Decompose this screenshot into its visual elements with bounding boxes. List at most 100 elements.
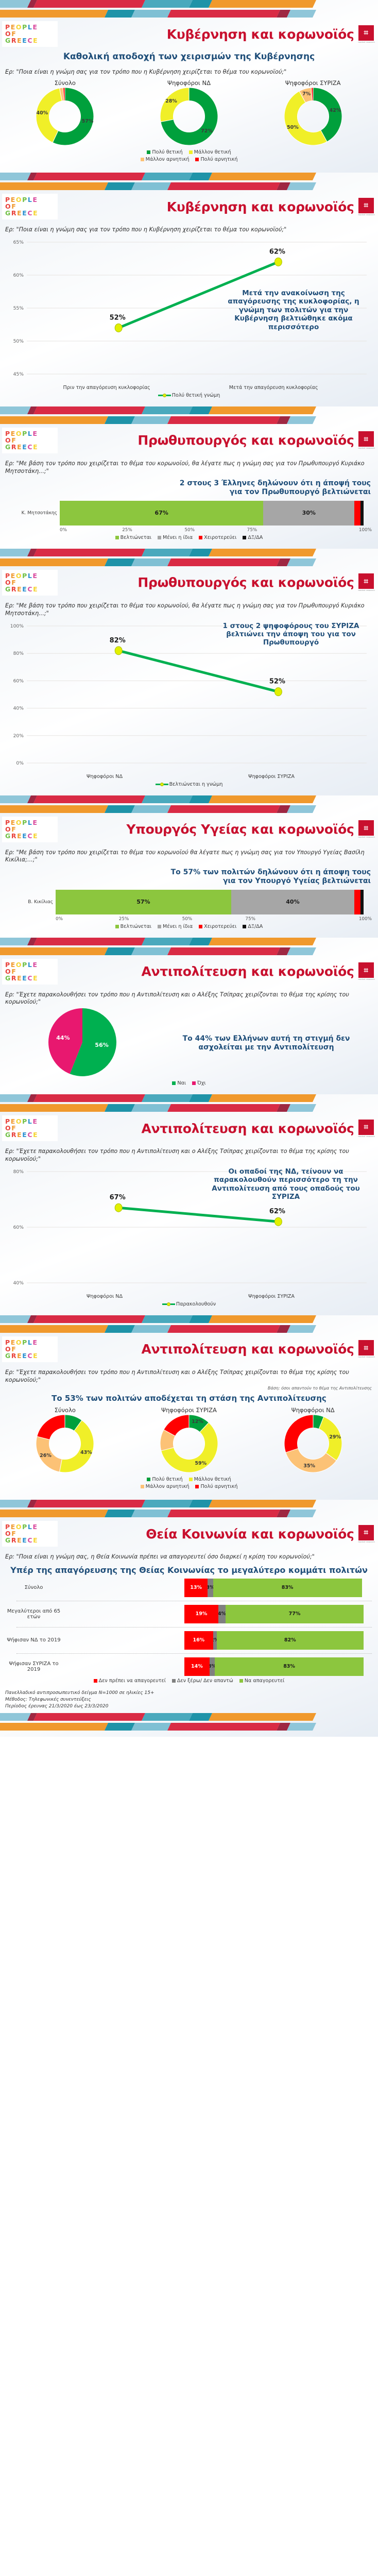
survey-question: Ερ: "Έχετε παρακολουθήσει τον τρόπο που … — [5, 1148, 349, 1163]
bar-leading-space — [66, 1605, 184, 1623]
bar-segment: 40% — [231, 889, 355, 914]
legend-swatch-icon — [140, 1485, 144, 1489]
x-axis-tick-1: 25% — [122, 527, 132, 533]
x-axis-tick-1: Ψηφοφόροι ΣΥΡΙΖΑ — [248, 1293, 295, 1299]
x-axis-tick-2: 50% — [182, 916, 193, 922]
legend-marker-icon — [166, 1302, 170, 1306]
legend-line-icon — [170, 1303, 175, 1305]
row-divider — [16, 1653, 372, 1654]
decorative-ribbons — [0, 406, 378, 425]
base-note: Βάση: όσοι απαντούν το θέμα της Αντιπολί… — [267, 1386, 372, 1391]
donut-cell-1: Ψηφοφόροι ΝΔ 72% 28% — [128, 79, 250, 147]
brand-square-icon: ⌗ — [358, 1340, 374, 1356]
bar-segment — [360, 889, 364, 914]
legend-item-0: Βελτιώνεται — [115, 924, 151, 929]
brand-square-icon: ⌗ — [358, 820, 374, 836]
logo-line-0: PEOPLE — [5, 1338, 38, 1346]
logo-line-2: GREECE — [5, 1131, 39, 1139]
legend-item-3: Πολύ αρνητική — [195, 157, 237, 162]
bar-value-label: 82% — [284, 1637, 296, 1643]
market-research-brandmark: ⌗ market research — [358, 1119, 375, 1138]
pie-slice-label: 44% — [56, 1035, 70, 1042]
market-research-brandmark: ⌗ market research — [358, 820, 375, 838]
legend-item-series: Πολύ θετική γνώμη — [158, 393, 220, 398]
legend-item-0: Ναι — [172, 1080, 186, 1086]
brandmark-caption: market research — [358, 1135, 375, 1138]
brand-glyph-icon: ⌗ — [364, 200, 368, 210]
bar-value-label: 13% — [190, 1585, 202, 1591]
survey-question: Ερ: "Έχετε παρακολουθήσει τον τρόπο που … — [5, 991, 349, 1006]
bar-segment: 16% — [184, 1631, 213, 1650]
svg-text:52%: 52% — [269, 677, 285, 685]
x-axis-tick-1: Μετά την απαγόρευση κυκλοφορίας — [229, 384, 318, 391]
logo-line-0: PEOPLE — [5, 1117, 38, 1126]
svg-text:60%: 60% — [13, 273, 24, 278]
bar-leading-space — [66, 1657, 184, 1676]
bar-segment: 83% — [213, 1578, 362, 1597]
legend-label: Δεν πρέπει να απαγορευτεί — [98, 1677, 166, 1684]
logo-line-1: OF — [5, 30, 17, 38]
svg-text:40%: 40% — [13, 705, 24, 711]
bar-value-label: 57% — [136, 899, 150, 906]
legend-label: Μάλλον αρνητική — [145, 1484, 190, 1490]
legend-swatch-icon — [147, 150, 151, 155]
svg-text:52%: 52% — [110, 314, 126, 321]
survey-question: Ερ: "Ποια είναι η γνώμη σας για τον τρόπ… — [5, 226, 287, 233]
bar-segment: 2% — [213, 1631, 217, 1650]
people-of-greece-logo: PEOPLE OF GREECE — [2, 1115, 58, 1142]
legend-label: Μάλλον θετική — [194, 1477, 231, 1483]
table-row: Μεγαλύτεροι από 65 ετών 19% 4% 77% — [4, 1604, 372, 1623]
x-axis-tick-3: 75% — [247, 527, 257, 533]
legend-swatch-icon — [147, 1478, 151, 1482]
legend-label: Μένει η ίδια — [163, 534, 193, 540]
legend-item-0: Πολύ θετική — [147, 149, 183, 155]
chart-legend: Δεν πρέπει να απαγορευτεί Δεν ξέρω/ Δεν α… — [0, 1676, 378, 1687]
legend-item-1: Μένει η ίδια — [158, 924, 193, 929]
chart-legend: Παρακολουθούν — [0, 1299, 378, 1310]
survey-question: Ερ: "Ποια είναι η γνώμη σας για τον τρόπ… — [5, 69, 287, 76]
x-axis-tick-1: Ψηφοφόροι ΣΥΡΙΖΑ — [248, 773, 295, 779]
bar-segment: 83% — [215, 1657, 364, 1676]
donut-segment-label: 50% — [287, 124, 299, 130]
logo-line-1: OF — [5, 825, 17, 833]
bar-value-label: 16% — [193, 1637, 205, 1643]
donut-chart: 72% 28% — [160, 87, 218, 147]
legend-item-series: Παρακολουθούν — [162, 1301, 216, 1307]
x-axis-tick-0: 0% — [56, 916, 63, 922]
legend-swatch-icon — [195, 1485, 199, 1489]
bar-segment: 19% — [184, 1604, 219, 1623]
x-axis-tick-0: Ψηφοφόροι ΝΔ — [87, 1293, 123, 1299]
legend-swatch-icon — [243, 535, 247, 539]
chart-legend: Βελτιώνεται Μένει η ίδια Χειροτερεύει ΔΞ/ΔΑ — [0, 922, 378, 933]
x-axis-tick-2: 50% — [184, 527, 195, 533]
bar-segment: 57% — [56, 889, 231, 914]
bar-track: 14% 3% 83% — [66, 1657, 372, 1676]
svg-text:0%: 0% — [16, 760, 24, 766]
pie-chart: 56% 44% — [48, 1008, 116, 1078]
x-axis-categories: Ψηφοφόροι ΝΔ Ψηφοφόροι ΣΥΡΙΖΑ — [0, 1293, 378, 1299]
legend-item-2: Χειροτερεύει — [199, 535, 236, 540]
survey-question: Ερ: "Με βάση τον τρόπο που χειρίζεται το… — [5, 602, 365, 617]
legend-item-series: Βελτιώνεται η γνώμη — [155, 782, 222, 787]
line-chart-container: 40% 60% 80% 67% 62% Οι οπαδοί της ΝΔ, τείνουν… — [0, 1164, 378, 1299]
x-axis-ticks: 0% 25% 50% 75% 100% — [4, 917, 372, 922]
chart-legend: Ναι Όχι — [150, 1078, 228, 1089]
legend-line-icon — [158, 394, 163, 396]
brand-glyph-icon: ⌗ — [364, 1122, 368, 1132]
footer-line-0: Πανελλαδικό αντιπροσωπευτικό δείγμα Ν=10… — [5, 1690, 154, 1696]
bar-value-label: 30% — [302, 510, 316, 517]
legend-swatch-icon — [93, 1679, 97, 1683]
svg-text:100%: 100% — [10, 623, 24, 629]
donut-segment-label: 72% — [201, 128, 213, 134]
slide-header: PEOPLE OF GREECE Θεία Κοινωνία και κορωνοϊό… — [0, 1518, 378, 1548]
infographic-deck: PEOPLE OF GREECE Κυβέρνηση και κορωνοϊός ⌗ ma… — [0, 0, 378, 1737]
legend-line-icon — [166, 394, 171, 396]
logo-line-0: PEOPLE — [5, 818, 38, 826]
donut-segment-label: 40% — [36, 110, 48, 116]
x-axis-tick-4: 100% — [358, 527, 372, 533]
table-row: Ψήφισαν ΝΔ το 2019 16% 2% 82% — [4, 1631, 372, 1650]
bar-segment: 82% — [216, 1631, 364, 1650]
logo-line-1: OF — [5, 1124, 17, 1132]
brandmark-caption: market research — [358, 1356, 375, 1359]
line-chart: 0% 20% 40% 60% 80% 100% 82% 52% 1 στους 2 ψηφοφό… — [0, 619, 378, 773]
